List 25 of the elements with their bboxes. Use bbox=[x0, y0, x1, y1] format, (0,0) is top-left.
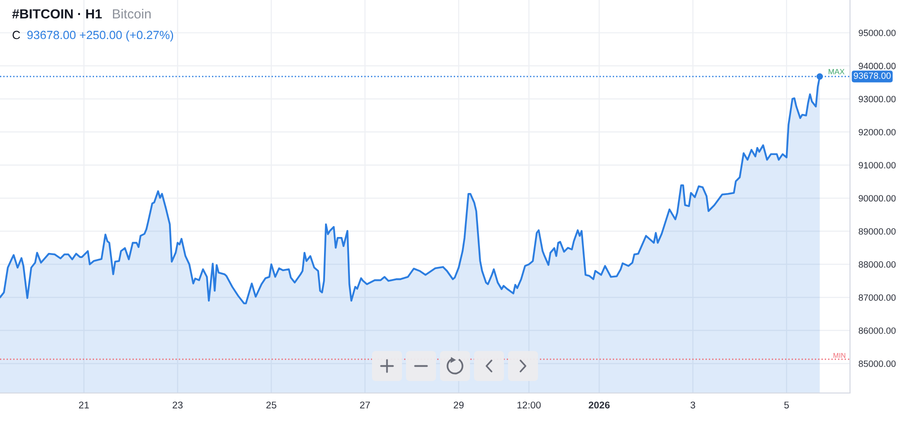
y-tick-label: 86000.00 bbox=[858, 327, 896, 334]
x-tick-label: 5 bbox=[784, 402, 789, 408]
x-tick-label: 25 bbox=[266, 402, 276, 408]
x-tick-label: 3 bbox=[690, 402, 696, 408]
ref-line-label: 93678.00 bbox=[854, 72, 891, 79]
text: Bitcoin bbox=[112, 8, 151, 19]
y-tick-label: 95000.00 bbox=[858, 30, 896, 36]
annotation: 93678.00 +250.00 (+0.27%) bbox=[27, 30, 174, 42]
y-tick-label: 87000.00 bbox=[858, 294, 896, 301]
y-tick-label: 89000.00 bbox=[858, 228, 896, 235]
y-tick-label: 88000.00 bbox=[858, 261, 896, 268]
annotation: C bbox=[12, 30, 20, 40]
y-tick-label: 85000.00 bbox=[858, 360, 896, 367]
y-tick-label: 91000.00 bbox=[858, 162, 896, 168]
y-tick-label: 92000.00 bbox=[858, 128, 896, 136]
x-tick-label: 2026 bbox=[588, 402, 610, 408]
x-tick-label: 27 bbox=[360, 402, 370, 408]
x-tick-label: 12:00 bbox=[518, 402, 541, 408]
y-tick-label: 90000.00 bbox=[858, 195, 896, 202]
text: #BITCOIN · H1 bbox=[12, 9, 102, 19]
y-tick-label: 94000.00 bbox=[858, 62, 896, 70]
y-tick-label: 93000.00 bbox=[858, 96, 896, 102]
x-tick-label: 21 bbox=[79, 402, 89, 408]
x-tick-label: 23 bbox=[172, 402, 183, 408]
x-tick-label: 29 bbox=[454, 402, 464, 408]
